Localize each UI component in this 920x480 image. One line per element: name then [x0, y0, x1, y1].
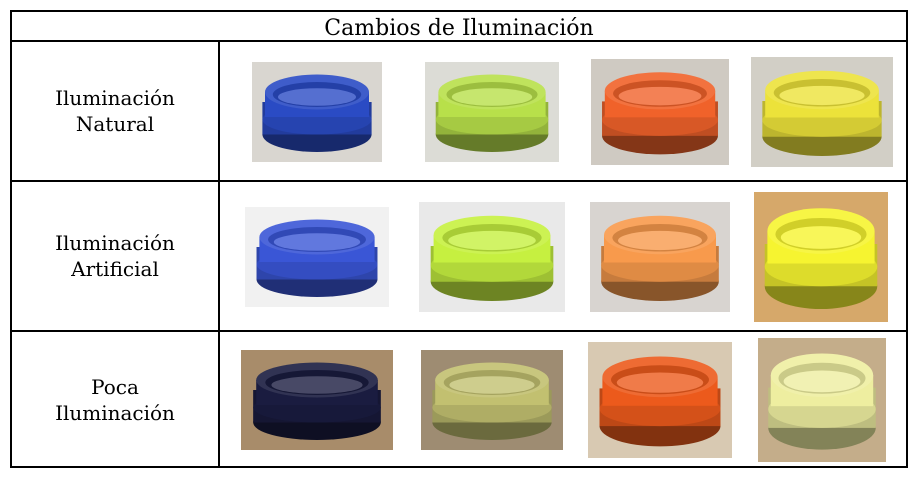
- row-label: Iluminación Natural: [12, 42, 220, 180]
- row-label-line1: Iluminación: [55, 231, 175, 255]
- blue-container-lid-photo: [252, 62, 382, 162]
- orange-container-lid-photo: [591, 59, 729, 165]
- table-row-natural: Iluminación Natural: [12, 42, 906, 182]
- lime-container-lid-photo: [425, 62, 559, 162]
- row-label-line2: Iluminación: [55, 401, 175, 425]
- orange-container-lid-photo: [590, 202, 730, 312]
- yellow-container-lid-photo: [751, 57, 893, 167]
- olive-container-lid-photo: [421, 350, 563, 450]
- orange-container-lid-photo: [588, 342, 732, 458]
- row-label: Poca Iluminación: [12, 332, 220, 468]
- navy-container-lid-photo: [241, 350, 393, 450]
- lime-container-lid-photo: [419, 202, 565, 312]
- row-label-line2: Natural: [75, 112, 155, 136]
- table-row-artificial: Iluminación Artificial: [12, 182, 906, 332]
- photo-cell: [220, 182, 906, 330]
- photo-cell: [220, 42, 906, 180]
- photo-cell: [220, 332, 906, 468]
- illumination-table: Cambios de Iluminación Iluminación Natur…: [10, 10, 908, 468]
- row-label: Iluminación Artificial: [12, 182, 220, 330]
- yellow-container-lid-photo: [754, 192, 888, 322]
- row-label-line1: Poca: [91, 375, 139, 399]
- blue-container-lid-photo: [245, 207, 389, 307]
- table-row-low-light: Poca Iluminación: [12, 332, 906, 468]
- row-label-line1: Iluminación: [55, 86, 175, 110]
- cream-container-lid-photo: [758, 338, 886, 462]
- row-label-line2: Artificial: [71, 257, 159, 281]
- table-title: Cambios de Iluminación: [12, 12, 906, 42]
